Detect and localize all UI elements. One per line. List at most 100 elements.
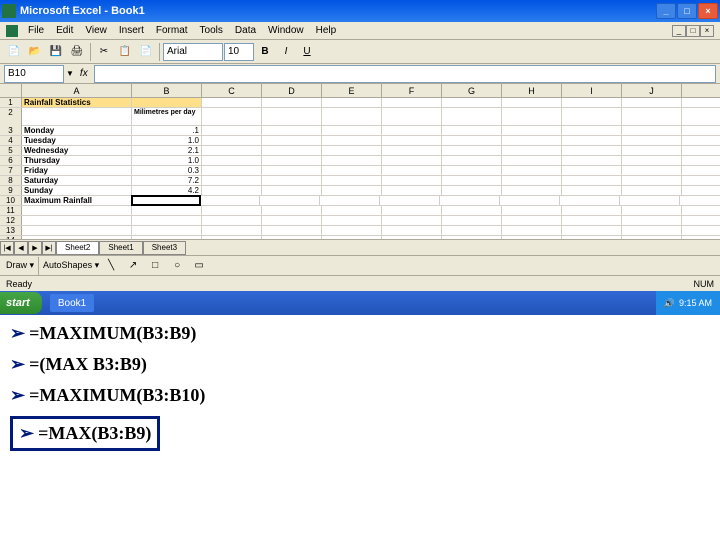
- paste-icon[interactable]: 📄: [136, 42, 156, 62]
- menubar: File Edit View Insert Format Tools Data …: [0, 22, 720, 40]
- table-row: 5Wednesday2.1: [0, 146, 720, 156]
- cell-b10-selected[interactable]: [131, 195, 201, 206]
- worksheet: A B C D E F G H I J 1 Rainfall Statistic…: [0, 84, 720, 239]
- start-button[interactable]: start: [0, 292, 42, 314]
- print-icon[interactable]: 🖨: [67, 42, 87, 62]
- table-row: 9Sunday4.2: [0, 186, 720, 196]
- column-headers: A B C D E F G H I J: [0, 84, 720, 98]
- doc-icon: [6, 25, 18, 37]
- menu-edit[interactable]: Edit: [50, 25, 79, 36]
- menu-insert[interactable]: Insert: [113, 25, 150, 36]
- bullet-icon: ➢: [10, 354, 25, 375]
- col-header-a[interactable]: A: [22, 84, 132, 97]
- col-header-i[interactable]: I: [562, 84, 622, 97]
- autoshapes-menu[interactable]: AutoShapes ▾: [43, 260, 99, 271]
- status-ready: Ready: [6, 279, 32, 289]
- taskbar: start Book1 🔊 9:15 AM: [0, 291, 720, 315]
- excel-window: Microsoft Excel - Book1 _ □ × File Edit …: [0, 0, 720, 285]
- col-header-j[interactable]: J: [622, 84, 682, 97]
- formula-input[interactable]: [94, 65, 716, 83]
- italic-button[interactable]: I: [276, 42, 296, 62]
- separator: [159, 43, 160, 61]
- textbox-icon[interactable]: ▭: [189, 256, 209, 276]
- window-title: Microsoft Excel - Book1: [20, 5, 656, 17]
- status-bar: Ready NUM: [0, 275, 720, 291]
- close-button[interactable]: ×: [698, 3, 718, 19]
- tab-nav: |◀ ◀ ▶ ▶|: [0, 241, 56, 255]
- col-header-h[interactable]: H: [502, 84, 562, 97]
- cut-icon[interactable]: ✂: [94, 42, 114, 62]
- oval-icon[interactable]: ○: [167, 256, 187, 276]
- sheet-tab[interactable]: Sheet3: [143, 241, 186, 255]
- doc-controls: _ □ ×: [672, 25, 714, 37]
- separator: [90, 43, 91, 61]
- bullet-icon: ➢: [10, 385, 25, 406]
- maximize-button[interactable]: □: [677, 3, 697, 19]
- standard-toolbar: 📄 📂 💾 🖨 ✂ 📋 📄 Arial 10 B I U: [0, 40, 720, 64]
- option-4-correct: ➢=MAX(B3:B9): [10, 416, 160, 451]
- titlebar: Microsoft Excel - Book1 _ □ ×: [0, 0, 720, 22]
- col-header-d[interactable]: D: [262, 84, 322, 97]
- bullet-icon: ➢: [19, 423, 34, 444]
- system-tray[interactable]: 🔊 9:15 AM: [656, 291, 720, 315]
- underline-button[interactable]: U: [297, 42, 317, 62]
- cell-b2[interactable]: Milimetres per day: [132, 108, 202, 126]
- cell-b1[interactable]: [132, 98, 202, 107]
- save-icon[interactable]: 💾: [46, 42, 66, 62]
- new-icon[interactable]: 📄: [4, 42, 24, 62]
- row-header[interactable]: 2: [0, 108, 22, 126]
- table-row: 10Maximum Rainfall: [0, 196, 720, 206]
- arrow-icon[interactable]: ↗: [123, 256, 143, 276]
- col-header-b[interactable]: B: [132, 84, 202, 97]
- menu-view[interactable]: View: [79, 25, 113, 36]
- table-row: 13: [0, 226, 720, 236]
- name-box[interactable]: B10: [4, 65, 64, 83]
- option-1: ➢=MAXIMUM(B3:B9): [10, 323, 710, 344]
- menu-format[interactable]: Format: [150, 25, 194, 36]
- doc-max-button[interactable]: □: [686, 25, 700, 37]
- table-row: 3Monday.1: [0, 126, 720, 136]
- dropdown-icon[interactable]: ▼: [66, 69, 74, 78]
- sheet-tab[interactable]: Sheet2: [56, 241, 99, 255]
- answer-options: ➢=MAXIMUM(B3:B9) ➢=(MAX B3:B9) ➢=MAXIMUM…: [10, 323, 710, 451]
- font-size-box[interactable]: 10: [224, 43, 254, 61]
- tab-next-button[interactable]: ▶: [28, 241, 42, 255]
- col-header-g[interactable]: G: [442, 84, 502, 97]
- tab-first-button[interactable]: |◀: [0, 241, 14, 255]
- menu-tools[interactable]: Tools: [194, 25, 229, 36]
- draw-menu[interactable]: Draw ▾: [6, 260, 34, 271]
- select-all-corner[interactable]: [0, 84, 22, 97]
- tray-icon: 🔊: [664, 298, 675, 309]
- menu-file[interactable]: File: [22, 25, 50, 36]
- rectangle-icon[interactable]: □: [145, 256, 165, 276]
- tab-prev-button[interactable]: ◀: [14, 241, 28, 255]
- sheet-tab[interactable]: Sheet1: [99, 241, 142, 255]
- table-row: 1 Rainfall Statistics: [0, 98, 720, 108]
- minimize-button[interactable]: _: [656, 3, 676, 19]
- taskbar-item[interactable]: Book1: [50, 294, 94, 312]
- menu-window[interactable]: Window: [262, 25, 310, 36]
- sheet-tabs: |◀ ◀ ▶ ▶| Sheet2 Sheet1 Sheet3: [0, 239, 720, 255]
- clock: 9:15 AM: [679, 298, 712, 308]
- excel-icon: [2, 4, 16, 18]
- row-header[interactable]: 1: [0, 98, 22, 107]
- cell-a1[interactable]: Rainfall Statistics: [22, 98, 132, 107]
- fx-label[interactable]: fx: [80, 68, 88, 79]
- menu-help[interactable]: Help: [310, 25, 343, 36]
- drawing-toolbar: Draw ▾ AutoShapes ▾ ╲ ↗ □ ○ ▭: [0, 255, 720, 275]
- status-num: NUM: [694, 279, 715, 289]
- bold-button[interactable]: B: [255, 42, 275, 62]
- tab-last-button[interactable]: ▶|: [42, 241, 56, 255]
- font-name-box[interactable]: Arial: [163, 43, 223, 61]
- table-row: 6Thursday1.0: [0, 156, 720, 166]
- line-icon[interactable]: ╲: [101, 256, 121, 276]
- doc-min-button[interactable]: _: [672, 25, 686, 37]
- col-header-e[interactable]: E: [322, 84, 382, 97]
- open-icon[interactable]: 📂: [25, 42, 45, 62]
- col-header-f[interactable]: F: [382, 84, 442, 97]
- doc-close-button[interactable]: ×: [700, 25, 714, 37]
- copy-icon[interactable]: 📋: [115, 42, 135, 62]
- col-header-c[interactable]: C: [202, 84, 262, 97]
- menu-data[interactable]: Data: [229, 25, 262, 36]
- cell-a2[interactable]: [22, 108, 132, 126]
